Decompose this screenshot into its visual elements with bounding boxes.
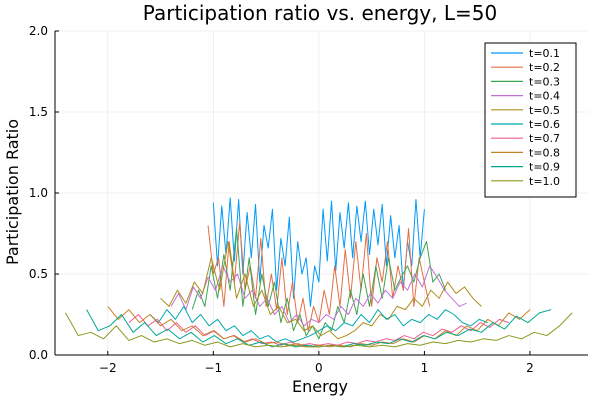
y-tick-label: 1.0 (29, 186, 48, 200)
x-tick-label: −1 (204, 361, 222, 375)
x-tick-label: 2 (526, 361, 534, 375)
y-tick-label: 1.5 (29, 105, 48, 119)
legend-label: t=0.7 (529, 132, 560, 145)
tick-labels: −2 −1 0 1 2 0.0 0.5 1.0 1.5 2.0 (29, 24, 534, 375)
series-line-t-0-4 (170, 265, 467, 327)
y-tick-label: 0.5 (29, 267, 48, 281)
x-tick-label: 0 (315, 361, 323, 375)
y-axis-label: Participation Ratio (3, 119, 22, 265)
legend: t=0.1t=0.2t=0.3 t=0.4t=0.5t=0.6t=0.7t=0.8… (484, 42, 577, 198)
series-line-t-1-0 (65, 312, 573, 348)
x-axis-label: Energy (292, 377, 348, 396)
legend-label: t=0.6 (529, 118, 560, 131)
series-lines (65, 197, 573, 348)
legend-label: t=0.4 (529, 90, 560, 103)
legend-label: t=1.0 (529, 175, 560, 188)
series-line-t-0-8 (107, 306, 531, 348)
legend-label: t=0.3 (529, 75, 560, 88)
x-tick-label: −2 (99, 361, 117, 375)
x-tick-label: 1 (421, 361, 429, 375)
series-line-t-0-5 (160, 241, 482, 340)
legend-label: t=0.8 (529, 146, 560, 159)
legend-label: t=0.5 (529, 104, 560, 117)
legend-box (484, 42, 577, 198)
series-line-t-0-3 (191, 228, 446, 340)
y-tick-label: 2.0 (29, 24, 48, 38)
legend-label: t=0.2 (529, 61, 560, 74)
legend-label: t=0.9 (529, 161, 560, 174)
legend-label: t=0.1 (529, 47, 560, 60)
series-line-t-0-1 (212, 197, 425, 307)
y-tick-label: 0.0 (29, 348, 48, 362)
series-line-t-0-6 (149, 305, 488, 343)
chart-title: Participation ratio vs. energy, L=50 (143, 1, 497, 25)
